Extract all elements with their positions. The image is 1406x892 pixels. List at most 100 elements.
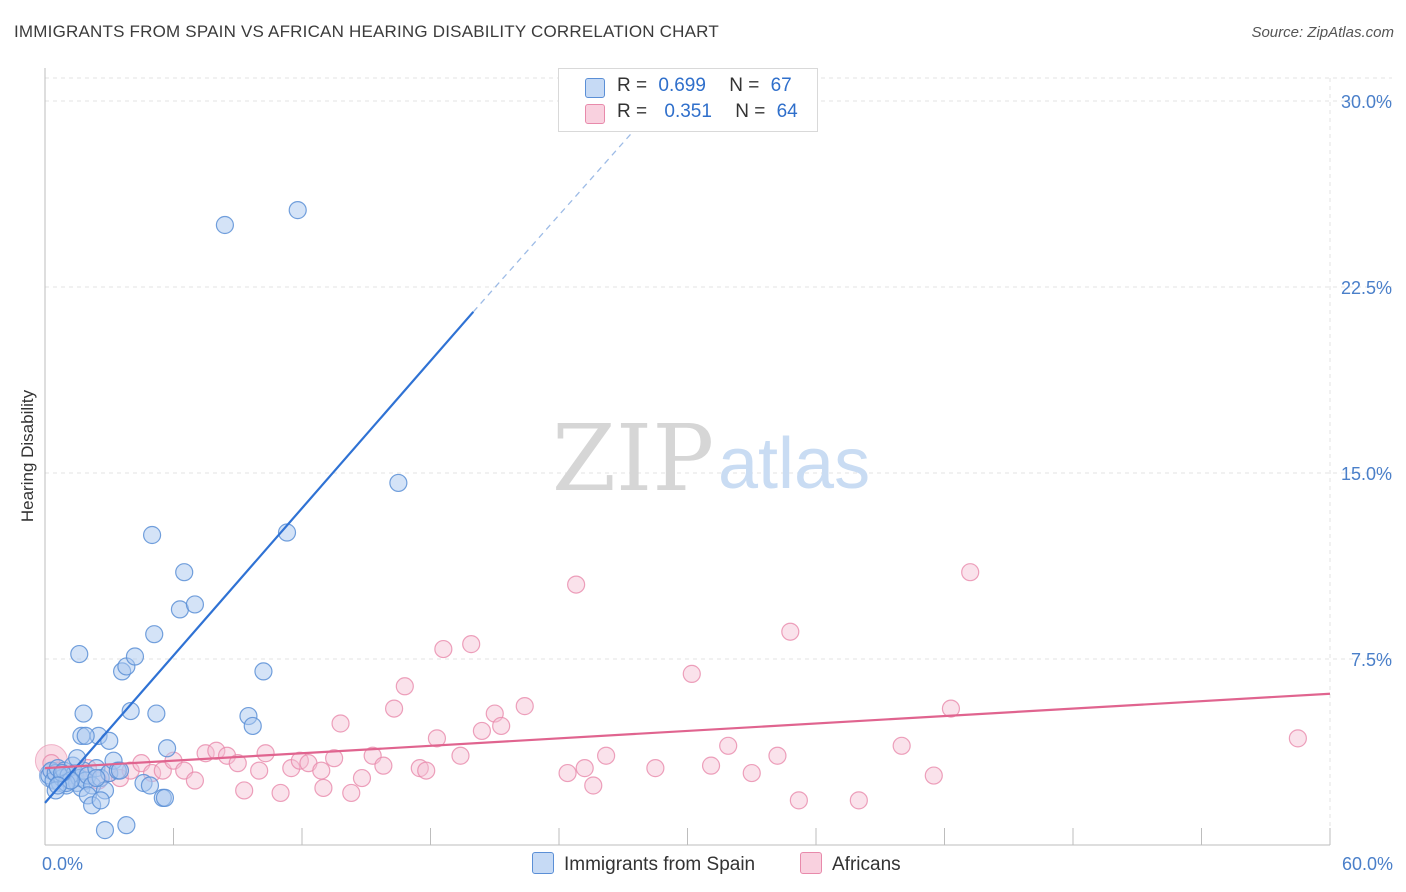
spain-point <box>95 821 115 840</box>
africans-point <box>427 729 447 748</box>
correlation-legend: R = 0.699 N = 67 R = 0.351 N = 64 <box>558 68 818 132</box>
africans-point <box>892 736 911 755</box>
source-label: Source: ZipAtlas.com <box>1251 24 1394 41</box>
spain-point <box>125 647 145 666</box>
watermark: ZIP atlas <box>552 405 870 512</box>
africans-point <box>492 716 511 736</box>
africans-point <box>719 736 738 755</box>
africans-point <box>646 759 665 778</box>
watermark-zip: ZIP <box>552 405 714 512</box>
spain-point <box>121 701 140 721</box>
africans-point <box>185 771 205 790</box>
spain-point <box>254 662 273 681</box>
africans-point <box>352 768 372 788</box>
spain-point <box>145 625 164 644</box>
africans-point <box>742 763 761 783</box>
x-tick-label: 60.0% <box>1342 854 1393 874</box>
spain-point <box>288 201 307 220</box>
y-axis-label: Hearing Disability <box>18 389 37 522</box>
africans-point <box>256 744 275 763</box>
spain-point <box>110 761 130 780</box>
trend-lines <box>44 117 1331 804</box>
legend-swatch-spain <box>585 78 605 98</box>
y-tick-label: 30.0% <box>1341 92 1392 112</box>
spain-point <box>142 525 162 545</box>
africans-point <box>567 575 586 594</box>
bottom-legend-swatch-africans <box>800 852 822 874</box>
africans-point <box>462 635 481 654</box>
africans-point <box>384 699 404 718</box>
africans-point <box>781 622 800 641</box>
africans-point <box>584 776 603 795</box>
africans-point <box>682 664 701 683</box>
x-tick-labels: 0.0% 60.0% <box>42 854 1393 874</box>
spain-point <box>389 473 408 493</box>
africans-point <box>701 756 721 775</box>
watermark-atlas: atlas <box>718 424 870 504</box>
x-tick-label: 0.0% <box>42 854 83 874</box>
africans-point <box>250 761 269 780</box>
spain-point <box>87 768 106 788</box>
legend-n-value: 64 <box>776 101 798 122</box>
africans-point <box>1288 729 1307 748</box>
africans-point <box>515 697 534 716</box>
spain-trend-extension <box>472 117 646 313</box>
spain-point <box>147 704 166 723</box>
africans-point <box>941 699 961 718</box>
y-tick-label: 22.5% <box>1341 278 1392 298</box>
legend-r-label: R = <box>617 101 648 122</box>
africans-point <box>451 746 470 765</box>
spain-point <box>76 726 95 745</box>
africans-trend-line <box>44 692 1331 770</box>
chart-title: IMMIGRANTS FROM SPAIN VS AFRICAN HEARING… <box>14 22 719 41</box>
africans-point <box>961 563 980 582</box>
legend-r-value: 0.351 <box>664 101 712 122</box>
bottom-legend-label-africans: Africans <box>832 854 901 875</box>
africans-point <box>434 639 453 659</box>
africans-points <box>34 563 1307 810</box>
spain-point <box>140 776 160 795</box>
spain-point <box>215 215 234 235</box>
spain-points <box>38 201 408 840</box>
bottom-legend-label-spain: Immigrants from Spain <box>564 854 756 875</box>
africans-point <box>597 746 616 765</box>
spain-point <box>175 563 194 582</box>
africans-point <box>312 761 331 780</box>
legend-swatch-africans <box>585 104 605 124</box>
legend-text-africans: R = 0.351 N = 64 <box>617 101 798 123</box>
legend-n-label: N = <box>729 75 760 96</box>
africans-point <box>325 749 344 768</box>
legend-r-value: 0.699 <box>658 75 706 96</box>
africans-point <box>271 783 290 803</box>
africans-point <box>217 746 237 765</box>
africans-point <box>235 781 254 800</box>
spain-point <box>100 731 119 750</box>
africans-point <box>849 791 868 810</box>
y-tick-label: 7.5% <box>1351 650 1392 670</box>
spain-point <box>155 788 175 807</box>
y-tick-label: 15.0% <box>1341 464 1392 484</box>
spain-point <box>243 716 262 736</box>
africans-point <box>395 677 414 696</box>
spain-point <box>48 776 67 795</box>
spain-point <box>185 595 205 614</box>
africans-point <box>228 754 247 773</box>
africans-point <box>924 766 943 785</box>
bottom-legend-swatch-spain <box>532 852 554 874</box>
spain-trend-line <box>44 311 475 804</box>
legend-n-label: N = <box>735 101 766 122</box>
africans-point <box>417 761 436 780</box>
africans-point <box>768 746 787 765</box>
y-tick-labels: 7.5% 15.0% 22.5% 30.0% <box>1341 92 1392 670</box>
africans-point <box>789 791 808 810</box>
africans-point <box>575 759 594 778</box>
legend-n-value: 67 <box>770 75 792 96</box>
africans-point <box>374 756 393 775</box>
spain-point <box>70 644 89 664</box>
africans-point <box>314 778 333 798</box>
spain-point <box>157 739 177 758</box>
africans-point <box>342 783 361 803</box>
spain-point <box>91 791 110 810</box>
legend-r-label: R = <box>617 75 648 96</box>
